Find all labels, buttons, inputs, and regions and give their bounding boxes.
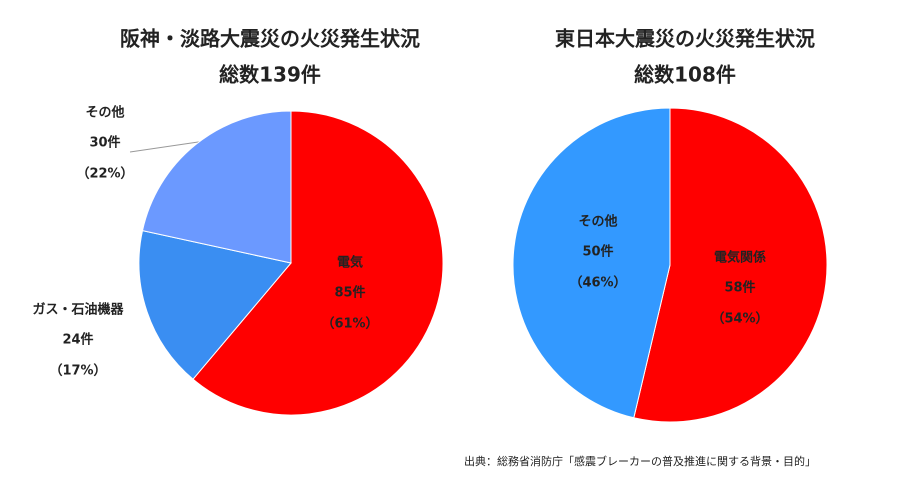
- slice-label: その他: [578, 214, 617, 230]
- value-label: 58件: [724, 280, 755, 296]
- chart-subtitle: 総数108件: [634, 63, 736, 87]
- slice-label: 電気: [337, 255, 363, 271]
- pie-slice: [633, 107, 828, 423]
- chart-title: 東日本大震災の火災発生状況: [555, 27, 815, 51]
- source-note: 出典：総務省消防庁「感震ブレーカーの普及推進に関する背景・目的」: [464, 454, 816, 468]
- leader-line: [129, 140, 206, 153]
- slice-label: その他: [85, 105, 124, 121]
- value-label: 50件: [582, 244, 613, 260]
- percent-label: （17%）: [49, 363, 106, 379]
- percent-label: （54%）: [711, 311, 768, 327]
- value-label: 24件: [62, 332, 93, 348]
- pie-slice: [192, 110, 444, 416]
- percent-label: （22%）: [76, 166, 133, 182]
- value-label: 30件: [89, 135, 120, 151]
- slice-label: ガス・石油機器: [32, 302, 124, 318]
- percent-label: （61%）: [321, 316, 378, 332]
- chart-subtitle: 総数139件: [219, 63, 321, 87]
- percent-label: （46%）: [569, 275, 626, 291]
- pie-slice: [512, 107, 671, 419]
- value-label: 85件: [334, 285, 365, 301]
- pie-slice: [138, 230, 292, 380]
- pie-slice: [141, 110, 292, 264]
- chart-title: 阪神・淡路大震災の火災発生状況: [120, 27, 420, 51]
- slice-label: 電気関係: [714, 250, 766, 266]
